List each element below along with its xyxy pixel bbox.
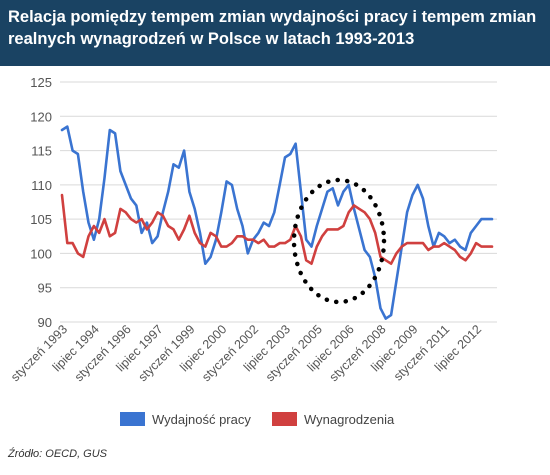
- title-banner: Relacja pomiędzy tempem zmian wydajności…: [0, 0, 550, 66]
- series-line-2: [60, 193, 494, 266]
- dotted-ellipse-annotation: [291, 177, 387, 305]
- y-tick-label: 105: [30, 212, 52, 227]
- y-tick-label: 100: [30, 246, 52, 261]
- y-tick-label: 125: [30, 75, 52, 90]
- y-tick-label: 115: [31, 144, 52, 159]
- source-note: Źródło: OECD, GUS: [8, 448, 108, 460]
- legend-label: Wynagrodzenia: [304, 412, 395, 427]
- legend-label: Wydajność pracy: [152, 412, 251, 427]
- y-tick-label: 90: [38, 315, 52, 330]
- legend-swatch: [272, 412, 297, 426]
- y-tick-label: 120: [30, 109, 52, 124]
- chart-title: Relacja pomiędzy tempem zmian wydajności…: [8, 8, 537, 48]
- series-line-1: [60, 125, 494, 320]
- y-tick-label: 110: [31, 178, 52, 193]
- y-tick-label: 95: [38, 281, 52, 296]
- legend-swatch: [120, 412, 145, 426]
